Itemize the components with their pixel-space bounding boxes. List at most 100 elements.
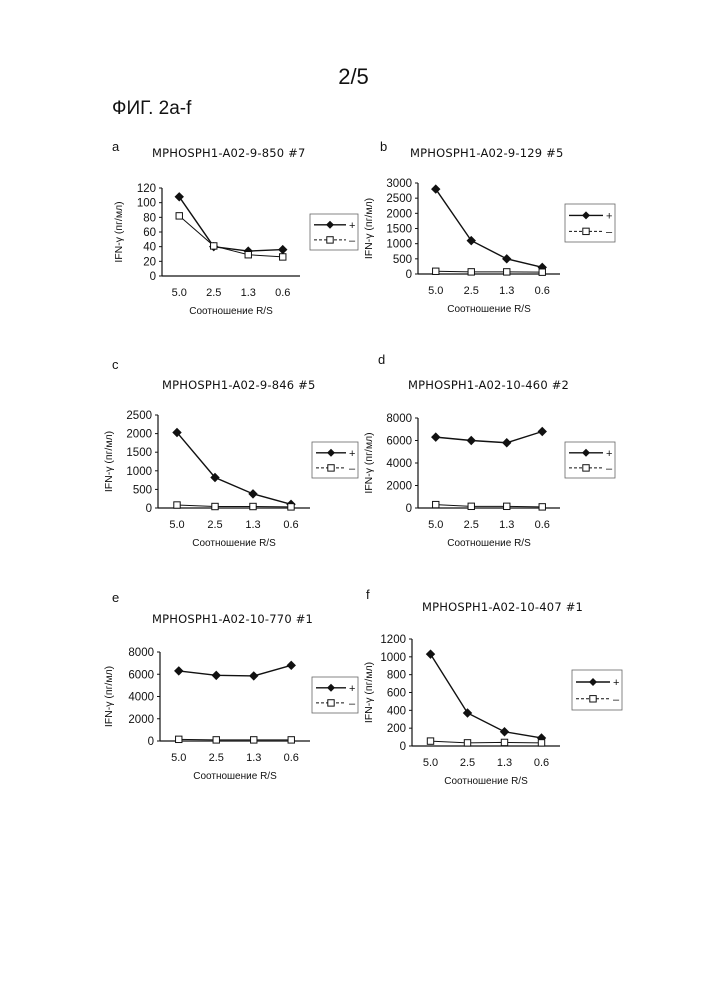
data-point-minus [288, 737, 294, 743]
x-tick-label: 0.6 [534, 757, 549, 769]
y-tick-label: 8000 [128, 647, 154, 659]
data-point-plus [279, 246, 287, 254]
data-point-minus [250, 503, 256, 509]
data-point-minus [212, 503, 218, 509]
y-tick-label: 6000 [386, 436, 412, 448]
y-tick-label: 100 [137, 198, 156, 210]
series-line-minus [436, 505, 543, 507]
legend-label-minus: – [349, 463, 356, 475]
series-line-plus [177, 432, 291, 504]
series-line-minus [179, 739, 292, 740]
x-tick-label: 1.3 [499, 519, 514, 531]
legend-label-minus: – [613, 694, 620, 706]
y-tick-label: 120 [137, 183, 156, 195]
legend-label-plus: + [606, 210, 612, 222]
legend-marker-minus [327, 237, 333, 243]
y-axis-title: IFN-γ (пг/мл) [103, 431, 115, 492]
x-tick-label: 0.6 [535, 519, 550, 531]
data-point-plus [501, 728, 509, 736]
legend-label-plus: + [349, 683, 355, 695]
panel-title-e: MPHOSPH1-A02-10-770 #1 [152, 612, 313, 626]
data-point-minus [539, 504, 545, 510]
x-tick-label: 5.0 [171, 752, 186, 764]
y-tick-label: 0 [406, 269, 412, 281]
x-tick-label: 5.0 [428, 519, 443, 531]
data-point-plus [212, 671, 220, 679]
legend-label-minus: – [349, 235, 356, 247]
chart-b: 0500100015002000250030005.02.51.30.6Соот… [360, 170, 620, 330]
panel-title-d: MPHOSPH1-A02-10-460 #2 [408, 378, 569, 392]
x-tick-label: 1.3 [246, 752, 261, 764]
chart-a: 0204060801001205.02.51.30.6Соотношение R… [110, 170, 360, 330]
x-tick-label: 1.3 [241, 287, 256, 299]
data-point-plus [432, 433, 440, 441]
data-point-plus [503, 439, 511, 447]
x-tick-label: 5.0 [428, 285, 443, 297]
y-tick-label: 600 [387, 688, 406, 700]
chart-c: 050010001500200025005.02.51.30.6Соотноше… [100, 400, 360, 560]
y-axis-title: IFN-γ (пг/мл) [363, 432, 375, 493]
x-tick-label: 1.3 [497, 757, 512, 769]
y-tick-label: 1500 [126, 447, 152, 459]
data-point-minus [468, 269, 474, 275]
figure-title: ФИГ. 2a-f [112, 98, 191, 120]
x-axis-title: Соотношение R/S [444, 776, 528, 787]
data-point-minus [245, 252, 251, 258]
x-axis-title: Соотношение R/S [447, 538, 531, 549]
y-axis-title: IFN-γ (пг/мл) [103, 666, 115, 727]
y-tick-label: 2000 [128, 714, 154, 726]
data-point-minus [280, 254, 286, 260]
panel-title-c: MPHOSPH1-A02-9-846 #5 [162, 378, 316, 392]
legend-label-minus: – [606, 226, 613, 238]
chart-e: 020004000600080005.02.51.30.6Соотношение… [100, 635, 360, 795]
x-tick-label: 5.0 [169, 519, 184, 531]
x-tick-label: 2.5 [460, 757, 475, 769]
data-point-minus [504, 269, 510, 275]
x-tick-label: 0.6 [275, 287, 290, 299]
y-tick-label: 2500 [386, 193, 412, 205]
legend-label-plus: + [349, 448, 355, 460]
data-point-plus [250, 672, 258, 680]
panel-letter-a: a [112, 139, 119, 154]
series-line-plus [431, 654, 542, 738]
data-point-minus [176, 736, 182, 742]
panel-title-b: MPHOSPH1-A02-9-129 #5 [410, 146, 564, 160]
data-point-plus [249, 490, 257, 498]
data-point-plus [538, 428, 546, 436]
legend-label-plus: + [606, 448, 612, 460]
y-tick-label: 0 [150, 271, 156, 283]
x-axis-title: Соотношение R/S [447, 304, 531, 315]
data-point-minus [211, 243, 217, 249]
data-point-minus [504, 503, 510, 509]
y-tick-label: 2000 [386, 481, 412, 493]
y-axis-title: IFN-γ (пг/мл) [363, 198, 375, 259]
panel-letter-e: e [112, 590, 119, 605]
y-tick-label: 0 [406, 503, 412, 515]
data-point-plus [287, 661, 295, 669]
y-tick-label: 800 [387, 670, 406, 682]
data-point-minus [427, 738, 433, 744]
data-point-minus [468, 503, 474, 509]
data-point-minus [433, 268, 439, 274]
x-tick-label: 2.5 [464, 285, 479, 297]
panel-letter-c: c [112, 357, 119, 372]
x-axis-title: Соотношение R/S [189, 306, 273, 317]
y-tick-label: 60 [143, 227, 156, 239]
y-tick-label: 0 [148, 736, 154, 748]
data-point-minus [501, 739, 507, 745]
legend-marker-minus [328, 700, 334, 706]
chart-f: 0200400600800100012005.02.51.30.6Соотнош… [360, 625, 625, 800]
y-axis-title: IFN-γ (пг/мл) [363, 662, 375, 723]
panel-letter-b: b [380, 139, 387, 154]
series-line-plus [179, 197, 283, 251]
series-line-plus [436, 432, 543, 443]
chart-d: 020004000600080005.02.51.30.6Соотношение… [360, 400, 620, 560]
y-tick-label: 0 [146, 503, 152, 515]
y-tick-label: 1200 [380, 634, 406, 646]
legend-label-plus: + [349, 220, 355, 232]
data-point-plus [175, 667, 183, 675]
data-point-minus [288, 504, 294, 510]
y-tick-label: 4000 [386, 458, 412, 470]
x-tick-label: 0.6 [535, 285, 550, 297]
legend-marker-minus [590, 696, 596, 702]
